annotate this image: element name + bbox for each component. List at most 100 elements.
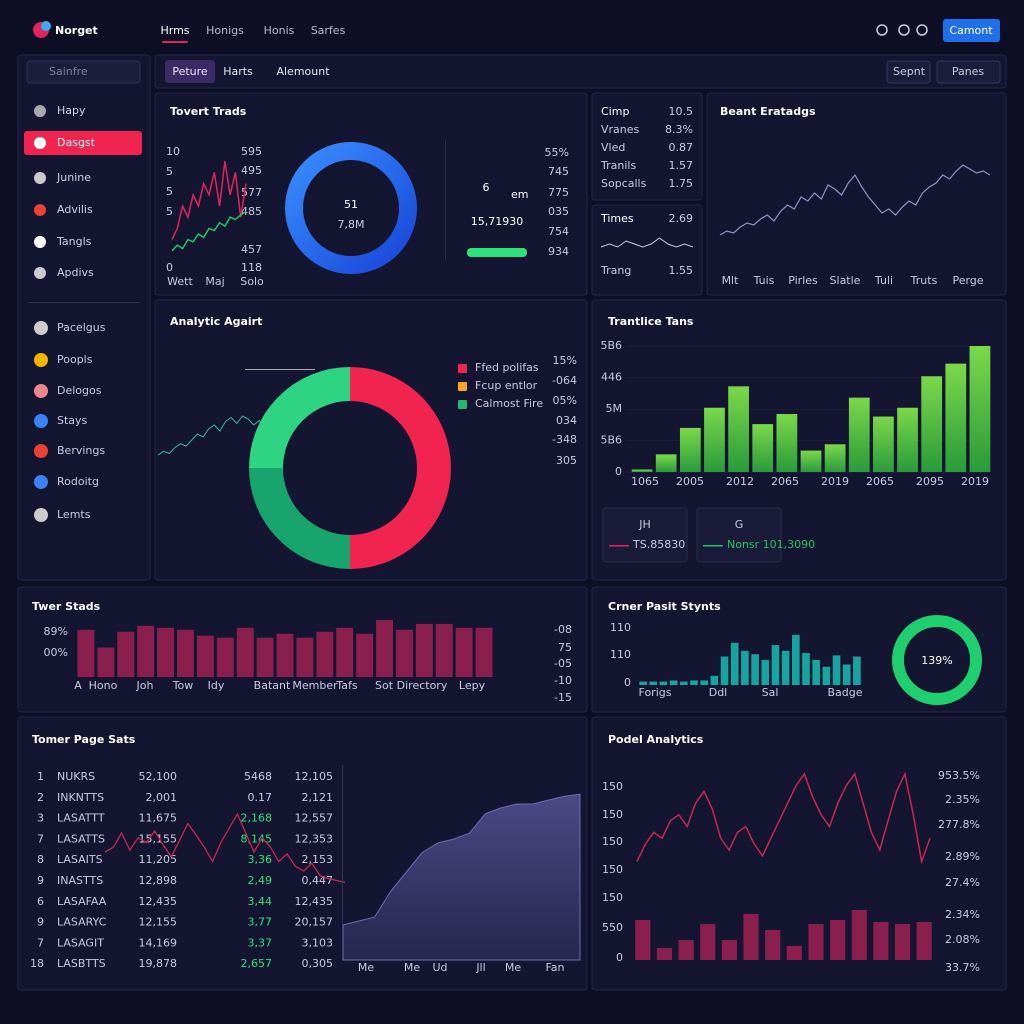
toolbar-tab[interactable]: Alemount [276,65,330,78]
nav-tab[interactable]: Honigs [206,24,244,37]
donut-segment [249,467,351,569]
panel-title: Crner Pasit Stynts [608,600,721,613]
nav-item[interactable]: Advilis [57,203,93,216]
bar [177,629,194,677]
axis-label: Truts [910,274,938,287]
axis-label: 457 [241,243,262,256]
cell: LASAFAA [57,895,107,908]
bar [117,631,135,677]
nav-item[interactable]: Poopls [57,353,93,366]
stat-label: 754 [548,225,569,238]
panel-title: Podel Analytics [608,733,704,746]
bar [812,659,820,685]
nav-item[interactable]: Dasgst [57,136,96,149]
cell: 2,153 [302,853,334,866]
nav-icon [34,384,48,398]
pointer [245,369,315,370]
x-tick-label: Directory [397,679,448,692]
line [171,161,247,240]
card-text: Nonsr 101,3090 [727,538,815,551]
cell: 3 [37,812,44,825]
x-tick-label: Idy [208,679,225,692]
nav-item[interactable]: Junine [56,171,91,184]
nav-item[interactable]: Stays [57,414,88,427]
toolbar-tab[interactable]: Harts [223,65,253,78]
icon[interactable] [898,24,910,36]
nav-item[interactable]: Lemts [57,508,91,521]
bar [455,627,473,677]
bar [824,444,846,472]
legend-swatch [458,382,467,391]
cell: LASATTT [57,812,105,825]
bar [894,924,911,960]
button-label[interactable]: Camont [949,24,993,37]
axis-label: 2.35% [945,793,980,806]
active-item[interactable] [24,131,142,155]
axis-label: -15 [554,691,572,704]
progress [467,248,527,257]
panel-title: Analytic Agairt [170,315,262,328]
x-tick-label: Batant [254,679,291,692]
bar [830,920,846,960]
axis-label: -05 [554,657,572,670]
bar [236,627,254,677]
cell: 3,44 [248,895,273,908]
icon[interactable] [876,24,888,36]
row-label: Trang [600,264,631,277]
panel-title: Trantlice Tans [608,315,694,328]
tab-active[interactable] [165,60,215,83]
nav-tab[interactable]: Hrms [160,24,189,37]
nav-item[interactable]: Rodoitg [57,475,99,488]
line [636,771,931,865]
toolbar-tab[interactable]: Peture [172,65,208,78]
axis-label: 550 [602,921,623,934]
cell: 3,77 [248,916,273,929]
x-tick-label: Lepy [459,679,486,692]
y-tick-label: 5B6 [600,339,622,352]
cell: 2 [37,791,44,804]
icon[interactable] [916,24,928,36]
logo [41,21,51,31]
nav-tab[interactable]: Sarfes [311,24,346,37]
bar [316,631,334,677]
bar [721,940,737,960]
stat-card [602,507,688,563]
axis-label: 595 [241,145,262,158]
cell: LASATTS [57,832,105,845]
bar [635,920,651,960]
nav-icon [34,414,48,428]
nav-item[interactable]: Apdivs [57,266,94,279]
axis-label: 27.4% [945,876,980,889]
bar [656,948,673,960]
bar [800,450,822,472]
bar [916,922,932,960]
nav-icon [34,321,48,335]
grid-line [628,346,990,347]
search-box[interactable] [26,60,141,84]
stat-big: 6 [483,181,490,194]
bar [802,653,810,685]
nav-tab[interactable]: Honis [264,24,295,37]
button-label[interactable]: Panes [952,65,985,78]
nav-item[interactable]: Tangls [56,235,92,248]
nav-item[interactable]: Pacelgus [57,321,106,334]
stat-label: 934 [548,245,569,258]
stat-label: -064 [552,374,577,387]
bar [631,469,653,472]
nav-item[interactable]: Hapy [57,104,86,117]
button[interactable] [943,19,1000,42]
axis-label: 150 [602,891,623,904]
panel [17,54,151,581]
bar [704,407,725,472]
nav-item[interactable]: Bervings [57,444,105,457]
stat-unit: em [511,188,528,201]
search-placeholder[interactable]: Sainfre [49,65,88,78]
bar [659,681,668,685]
donut-value: 51 [344,198,358,211]
bar [679,427,701,472]
nav-item[interactable]: Delogos [57,384,102,397]
button[interactable] [936,60,1001,84]
button-label[interactable]: Sepnt [893,65,926,78]
button[interactable] [886,60,931,84]
stat-label: 305 [556,454,577,467]
